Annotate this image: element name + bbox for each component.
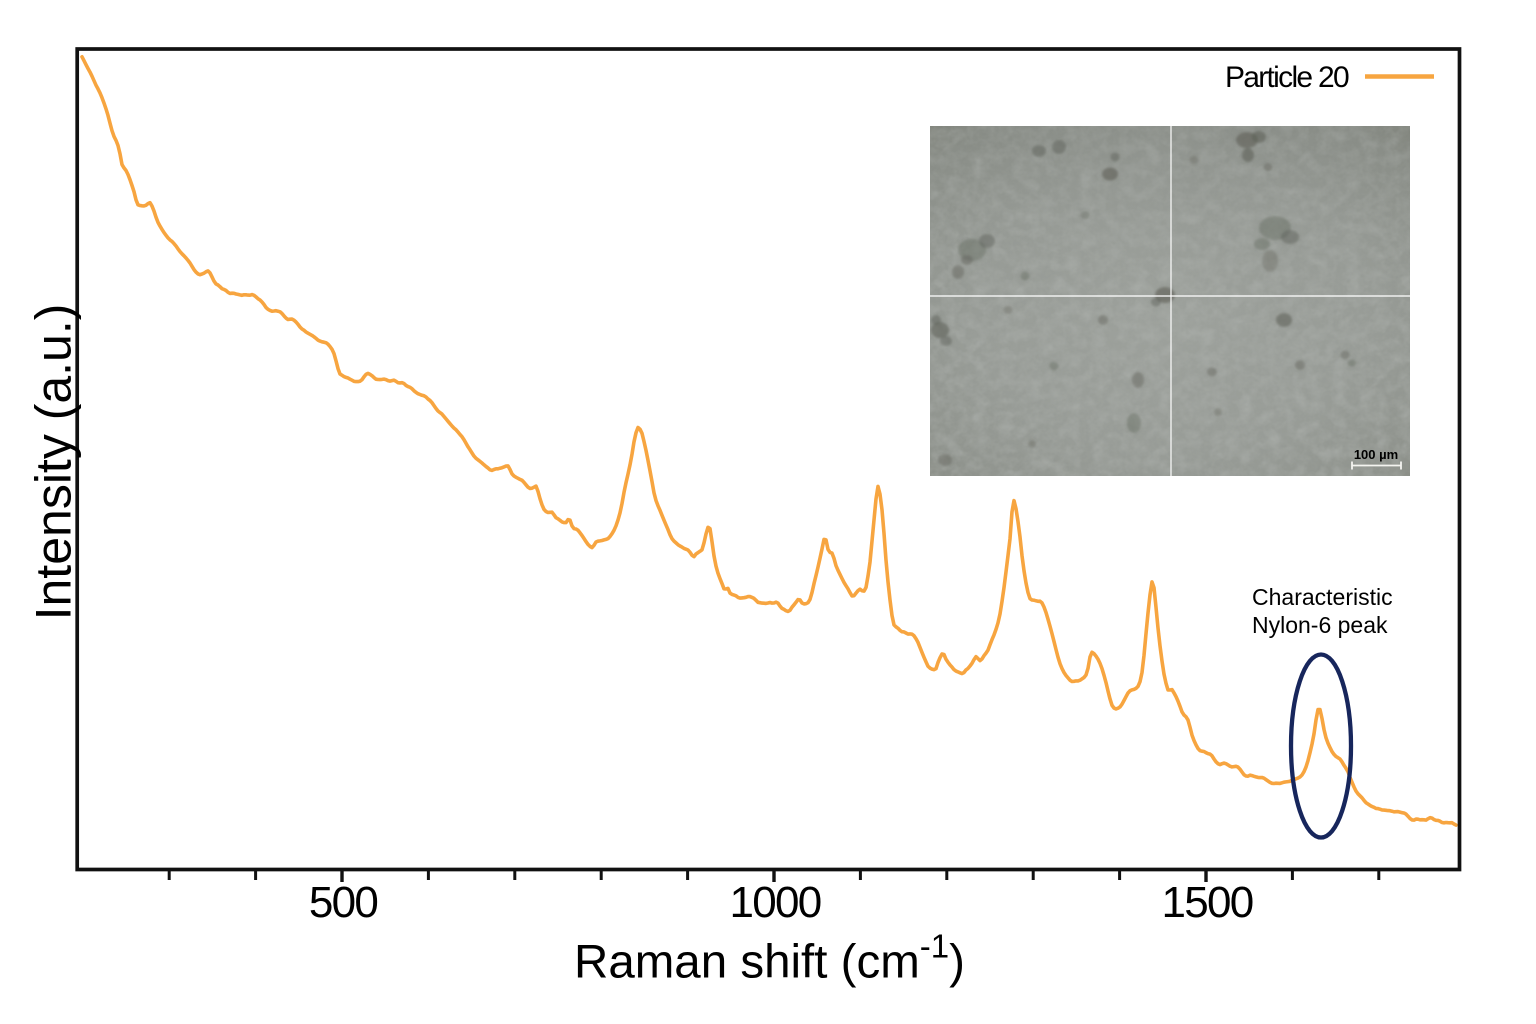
svg-text:Nylon-6 peak: Nylon-6 peak (1252, 612, 1388, 638)
svg-text:Characteristic: Characteristic (1252, 584, 1393, 610)
svg-text:1500: 1500 (1161, 878, 1252, 927)
svg-text:Particle 20: Particle 20 (1225, 61, 1349, 94)
svg-text:1000: 1000 (729, 878, 820, 927)
svg-text:500: 500 (309, 878, 378, 927)
svg-text:Raman shift (cm-1): Raman shift (cm-1) (574, 928, 965, 989)
svg-text:Intensity (a.u.): Intensity (a.u.) (26, 304, 82, 621)
svg-text:100 µm: 100 µm (1354, 447, 1398, 462)
